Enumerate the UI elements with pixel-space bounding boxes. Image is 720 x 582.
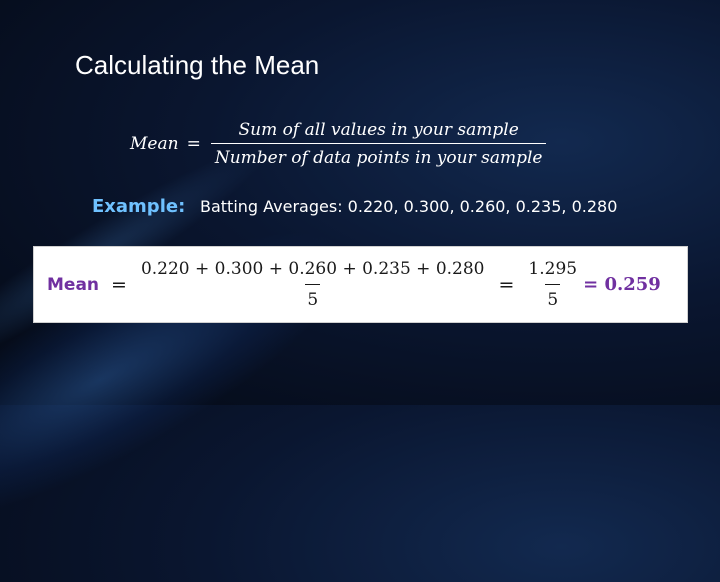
calculation-count: 5 <box>545 284 561 310</box>
calculation-sum-fraction: 0.220 + 0.300 + 0.260 + 0.235 + 0.280 5 <box>139 259 487 310</box>
mean-definition-formula: Mean = Sum of all values in your sample … <box>130 120 547 168</box>
calculation-result: = 0.259 <box>583 274 661 295</box>
formula-lhs: Mean <box>130 134 179 154</box>
calculation-mean-label: Mean <box>47 274 100 295</box>
calculation-numerator: 0.220 + 0.300 + 0.260 + 0.235 + 0.280 <box>140 259 485 279</box>
example-label: Example: <box>92 196 186 217</box>
slide-title: Calculating the Mean <box>75 50 320 80</box>
formula-denominator: Number of data points in your sample <box>210 143 547 168</box>
calculation-denominator: 5 <box>305 284 321 310</box>
calculation-equals-1: = <box>111 273 127 296</box>
formula-equals: = <box>186 134 201 154</box>
calculation-total-fraction: 1.295 5 <box>526 259 579 310</box>
calculation-box: Mean = 0.220 + 0.300 + 0.260 + 0.235 + 0… <box>33 246 688 323</box>
formula-fraction: Sum of all values in your sample Number … <box>210 120 547 168</box>
example-text: Batting Averages: 0.220, 0.300, 0.260, 0… <box>200 197 618 216</box>
background-light-streak <box>0 177 385 582</box>
calculation-sum: 1.295 <box>528 259 578 279</box>
calculation-equals-2: = <box>498 273 515 296</box>
formula-numerator: Sum of all values in your sample <box>238 120 519 140</box>
